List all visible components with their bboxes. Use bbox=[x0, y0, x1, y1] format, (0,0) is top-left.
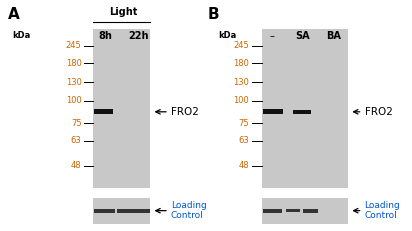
Text: 130: 130 bbox=[66, 78, 82, 86]
Text: –: – bbox=[269, 31, 274, 41]
Text: 8h: 8h bbox=[98, 31, 112, 41]
Text: kDa: kDa bbox=[13, 31, 31, 40]
Bar bbox=[293, 110, 311, 114]
Text: 75: 75 bbox=[239, 119, 249, 128]
Bar bbox=[263, 209, 282, 213]
Text: 245: 245 bbox=[66, 41, 82, 50]
Text: 130: 130 bbox=[233, 78, 249, 86]
Bar bbox=[94, 109, 113, 114]
Bar bbox=[93, 198, 150, 224]
Text: 180: 180 bbox=[66, 59, 82, 67]
Text: 48: 48 bbox=[71, 161, 82, 170]
Text: 48: 48 bbox=[239, 161, 249, 170]
Bar bbox=[117, 209, 150, 213]
Text: 63: 63 bbox=[239, 137, 249, 145]
Bar bbox=[94, 209, 115, 213]
Bar bbox=[263, 109, 283, 114]
Bar bbox=[262, 29, 348, 188]
Text: kDa: kDa bbox=[219, 31, 237, 40]
Text: 180: 180 bbox=[233, 59, 249, 67]
Text: 245: 245 bbox=[234, 41, 249, 50]
Text: Light: Light bbox=[110, 7, 138, 17]
Text: Loading
Control: Loading Control bbox=[171, 201, 207, 220]
Bar bbox=[286, 209, 300, 212]
Text: FRO2: FRO2 bbox=[365, 107, 393, 117]
Text: 75: 75 bbox=[71, 119, 82, 128]
Text: SA: SA bbox=[295, 31, 310, 41]
Text: FRO2: FRO2 bbox=[171, 107, 199, 117]
Bar bbox=[303, 209, 318, 213]
Text: B: B bbox=[208, 7, 220, 22]
Text: 100: 100 bbox=[234, 97, 249, 105]
Bar bbox=[262, 198, 348, 224]
Text: BA: BA bbox=[326, 31, 341, 41]
Text: 63: 63 bbox=[71, 137, 82, 145]
Text: 100: 100 bbox=[66, 97, 82, 105]
Text: Loading
Control: Loading Control bbox=[365, 201, 400, 220]
Bar bbox=[93, 29, 150, 188]
Text: 22h: 22h bbox=[128, 31, 148, 41]
Text: A: A bbox=[8, 7, 20, 22]
